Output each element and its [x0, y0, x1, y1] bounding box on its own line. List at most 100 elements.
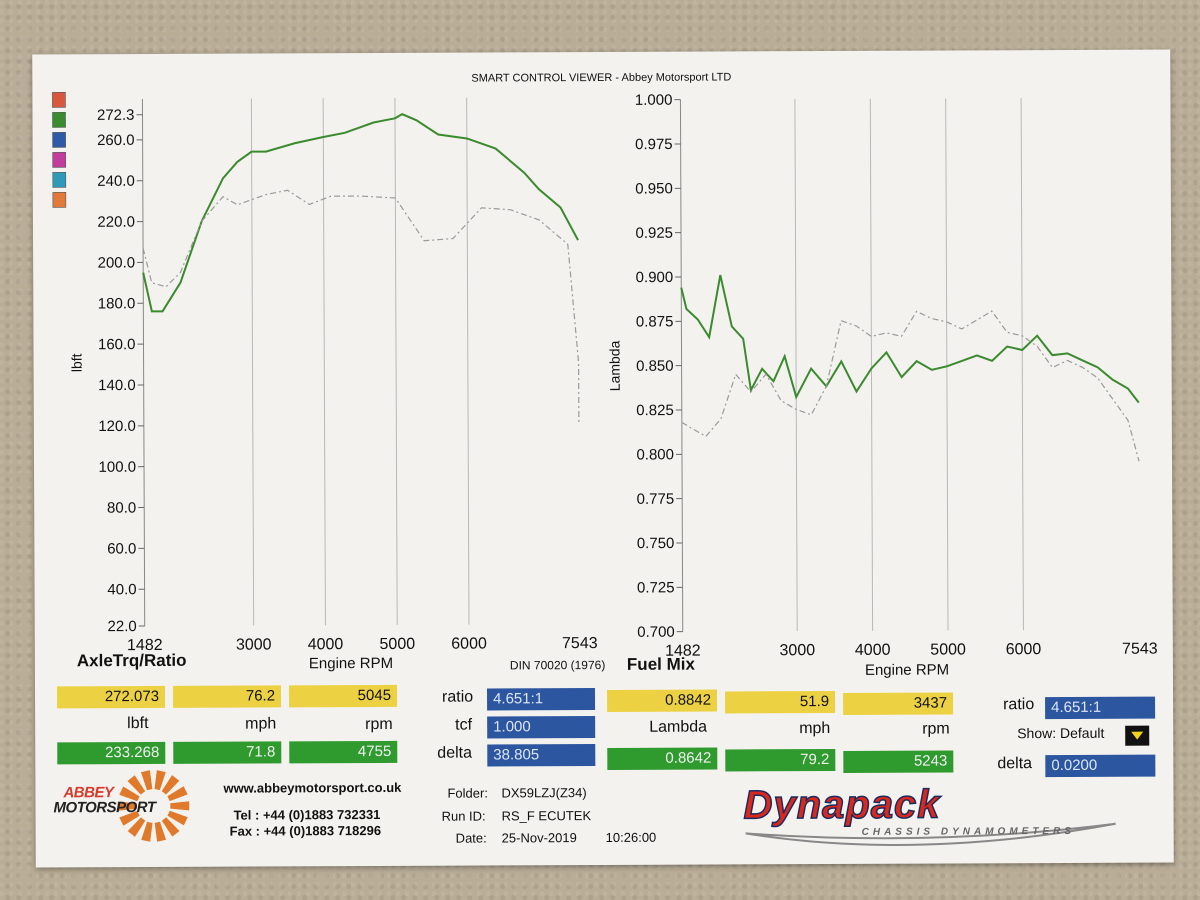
unit-mph: mph — [245, 715, 277, 733]
folder-value: DX59LZJ(Z34) — [501, 785, 587, 801]
sunburst-ray — [117, 801, 137, 811]
unit-mph2: mph — [799, 720, 831, 738]
sunburst-ray — [161, 817, 180, 837]
lambda-series-current-line — [680, 274, 1140, 404]
brand-name: Dynapack — [743, 782, 942, 828]
legend-swatch — [52, 152, 67, 168]
logo-sunburst-icon — [117, 770, 190, 842]
unit-rpm2: rpm — [922, 720, 950, 738]
delta-value: 38.805 — [487, 744, 596, 767]
lambda-xtick-label: 7543 — [1122, 641, 1158, 658]
lambda-series-baseline-line — [681, 310, 1140, 462]
ratio-value-right: 4.651:1 — [1045, 696, 1156, 720]
legend-swatch — [52, 132, 66, 148]
lambda-gridline-x — [1020, 98, 1024, 631]
torque-ytick-label: 120.0 — [98, 418, 136, 435]
date-value: 25-Nov-2019 — [501, 830, 577, 846]
lambda-ytick-label: 0.700 — [637, 624, 675, 641]
lambda-xtick-label: 4000 — [855, 642, 891, 659]
torque-series-baseline-line — [142, 189, 580, 424]
show-dropdown-label[interactable]: Show: Default — [1017, 724, 1105, 742]
torque-y-axis — [141, 99, 146, 627]
logo-line2: MOTORSPORT — [53, 798, 156, 817]
lambda-gridline-x — [869, 98, 874, 631]
readout-torque-b: 233.268 — [57, 741, 166, 765]
unit-lambda: Lambda — [649, 718, 708, 736]
folder-label: Folder: — [447, 785, 488, 801]
date-label: Date: — [455, 830, 487, 846]
sunburst-ray — [154, 821, 167, 842]
readout-speed2-b: 79.2 — [725, 748, 836, 772]
lambda-ytick-label: 0.900 — [636, 269, 674, 286]
lambda-ytick-label: 0.775 — [637, 491, 675, 508]
fax-number: Fax : +44 (0)1883 718296 — [229, 822, 382, 839]
torque-xtick-label: 4000 — [308, 636, 344, 653]
sunburst-ray — [140, 770, 153, 791]
dyno-charts: 1482 3000 4000 5000 6000 7543 272.3 260.0 240.0 2… — [52, 92, 1158, 660]
torque-ytick-label: 160.0 — [98, 336, 136, 353]
right-xaxis-label: Engine RPM — [864, 661, 950, 679]
torque-ytick-label: 140.0 — [98, 377, 136, 394]
lambda-xtick-label: 3000 — [779, 642, 815, 659]
torque-xtick-label: 1482 — [127, 637, 163, 654]
unit-rpm: rpm — [365, 715, 393, 734]
legend-swatch — [52, 92, 66, 108]
tel-number: Tel : +44 (0)1883 732331 — [233, 806, 381, 823]
readout-speed-b: 71.8 — [173, 741, 282, 764]
readout-rpm-b: 4755 — [289, 740, 398, 764]
ratio-label-right: ratio — [1003, 696, 1035, 714]
abbey-logo: ABBEY MOTORSPORT — [49, 766, 199, 847]
time-value: 10:26:00 — [605, 829, 657, 845]
readout-lambda-b: 0.8642 — [607, 747, 718, 770]
torque-xtick-label: 3000 — [236, 636, 272, 653]
delta-label-right: delta — [997, 755, 1033, 773]
lambda-ytick-label: 0.925 — [635, 225, 673, 242]
left-chart-title: AxleTrq/Ratio — [76, 650, 187, 671]
sunburst-ray — [119, 810, 140, 826]
website-link[interactable]: www.abbeymotorsport.co.uk — [223, 779, 402, 796]
torque-ytick-label: 220.0 — [97, 214, 135, 231]
torque-ytick-label: 260.0 — [97, 132, 135, 149]
ratio-label: ratio — [442, 688, 474, 706]
delta-value-right: 0.0200 — [1045, 754, 1156, 778]
torque-gridline-x — [250, 98, 255, 626]
torque-xtick-label: 5000 — [379, 636, 415, 653]
torque-xtick-label: 7543 — [562, 635, 598, 652]
torque-ytick-label: 240.0 — [97, 173, 135, 190]
sunburst-ray — [170, 801, 190, 811]
torque-ytick-label: 200.0 — [98, 254, 136, 271]
right-chart-title: Fuel Mix — [626, 654, 695, 674]
lambda-ytick-label: 0.975 — [635, 136, 673, 153]
readout-speed2-a: 51.9 — [725, 690, 836, 714]
lambda-chart: 1482 3000 4000 5000 6000 7543 1.000 0.975 0.950 0… — [606, 92, 1158, 660]
tcf-value: 1.000 — [487, 716, 596, 739]
lambda-ytick-label: 0.950 — [635, 180, 673, 197]
lambda-ytick-label: 0.800 — [636, 446, 674, 463]
torque-gridline-x — [322, 98, 326, 626]
sunburst-ray — [127, 817, 146, 837]
lambda-gridline-x — [794, 99, 798, 632]
legend-swatch — [52, 192, 67, 208]
chevron-down-icon[interactable] — [1125, 725, 1150, 746]
torque-ytick-label: 100.0 — [98, 459, 136, 476]
brand-subtitle: CHASSIS DYNAMOMETERS — [861, 825, 1076, 838]
tcf-label: tcf — [455, 716, 473, 734]
sunburst-ray — [161, 775, 180, 795]
swoosh-icon — [745, 822, 1116, 846]
lambda-ytick-label: 0.725 — [637, 579, 675, 596]
torque-ytick-label: 272.3 — [97, 107, 135, 124]
ratio-value: 4.651:1 — [487, 688, 596, 711]
delta-label: delta — [437, 744, 473, 762]
torque-ytick-label: 40.0 — [107, 581, 136, 598]
run-id-label: Run ID: — [441, 808, 486, 824]
lambda-ytick-label: 0.850 — [636, 358, 674, 375]
torque-gridline-x — [394, 97, 398, 625]
torque-ytick-label: 80.0 — [107, 500, 136, 517]
sunburst-ray — [127, 775, 146, 795]
left-xaxis-label: Engine RPM — [308, 654, 394, 673]
sunburst-ray — [167, 786, 188, 802]
legend-swatch — [52, 112, 66, 128]
lambda-xtick-label: 1482 — [665, 643, 701, 660]
torque-gridline-x — [466, 97, 470, 625]
color-legend — [52, 92, 67, 208]
